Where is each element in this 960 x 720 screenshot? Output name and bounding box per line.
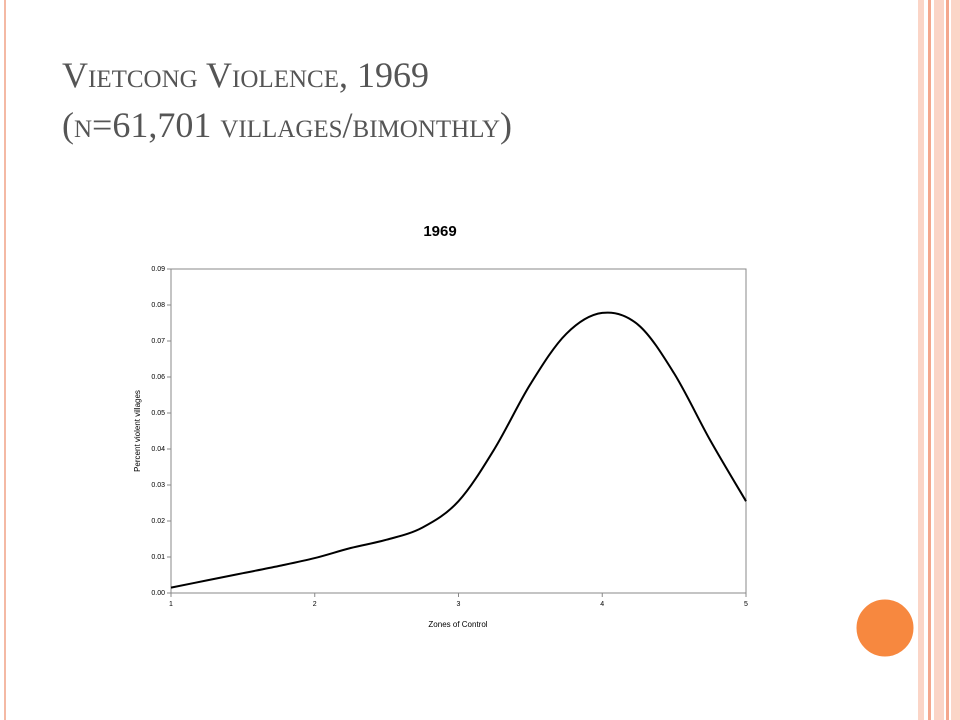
subtitle-line: (n=61,701 villages/bimonthly): [62, 105, 513, 145]
y-tick-label: 0.06: [151, 374, 165, 381]
accent-circle: [853, 596, 917, 660]
slide-title: Vietcong Violence, 1969 (n=61,701 villag…: [62, 50, 882, 150]
y-tick-label: 0.05: [151, 410, 165, 417]
y-tick-label: 0.08: [151, 302, 165, 309]
x-tick-label: 4: [600, 601, 604, 608]
y-tick-label: 0.01: [151, 554, 165, 561]
stripe: [918, 0, 924, 720]
stripe: [951, 0, 960, 720]
title-line: Vietcong Violence, 1969: [62, 55, 429, 95]
x-tick-label: 1: [169, 601, 173, 608]
y-tick-label: 0.03: [151, 482, 165, 489]
x-tick-label: 5: [744, 601, 748, 608]
y-tick-label: 0.09: [151, 266, 165, 273]
stripe: [946, 0, 949, 720]
stripe: [928, 0, 931, 720]
chart-title: 1969: [423, 223, 456, 240]
y-tick-label: 0.04: [151, 446, 165, 453]
x-axis-label: Zones of Control: [428, 620, 487, 629]
x-tick-label: 2: [313, 601, 317, 608]
x-tick-label: 3: [457, 601, 461, 608]
y-tick-label: 0.00: [151, 590, 165, 597]
stripe: [934, 0, 944, 720]
plot-frame: [170, 268, 747, 594]
y-tick-label: 0.07: [151, 338, 165, 345]
data-line: [170, 311, 747, 589]
y-tick-label: 0.02: [151, 518, 165, 525]
y-axis-label: Percent violent villages: [133, 390, 142, 472]
